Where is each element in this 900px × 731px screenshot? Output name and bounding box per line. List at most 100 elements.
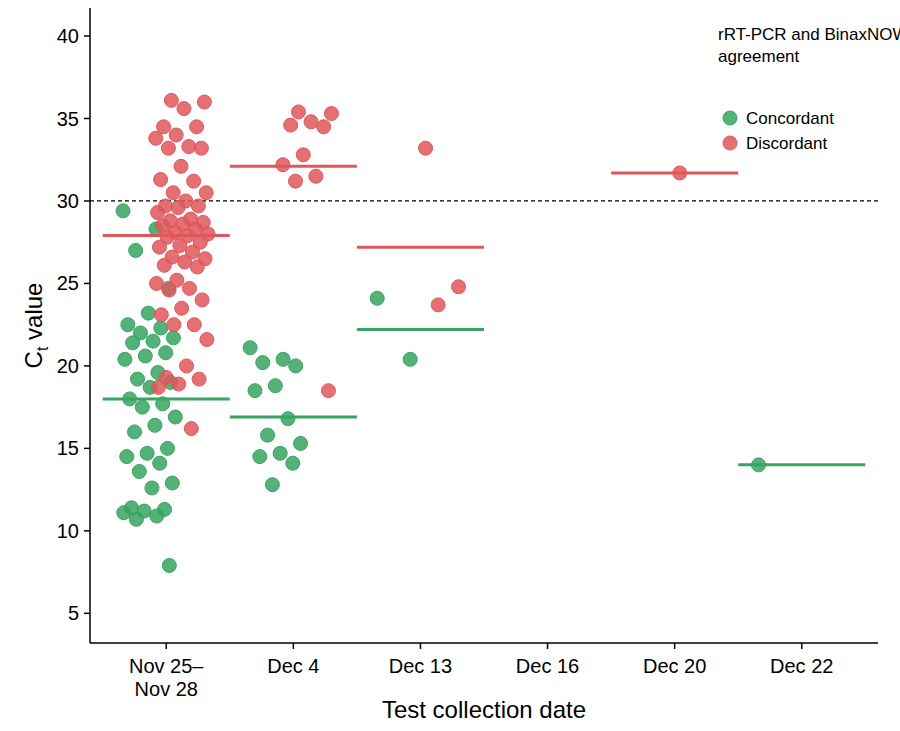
data-point [177, 102, 191, 116]
data-point [157, 258, 171, 272]
data-point [175, 301, 189, 315]
data-point [321, 384, 335, 398]
y-tick [84, 530, 90, 532]
data-point [253, 450, 267, 464]
data-point [166, 331, 180, 345]
data-point [174, 159, 188, 173]
x-tick-label: Dec 13 [389, 655, 452, 677]
data-point [169, 128, 183, 142]
legend-marker [723, 111, 737, 125]
data-point [135, 400, 149, 414]
data-point [276, 158, 290, 172]
data-point [200, 333, 214, 347]
data-point [281, 412, 295, 426]
data-point [276, 352, 290, 366]
data-point [149, 276, 163, 290]
y-tick-label: 35 [57, 108, 79, 130]
data-point [370, 291, 384, 305]
x-tick-label: Dec 4 [267, 655, 319, 677]
data-point [194, 141, 208, 155]
data-point [191, 199, 205, 213]
median-line [103, 234, 230, 237]
data-point [118, 352, 132, 366]
x-axis-label: Test collection date [382, 696, 586, 723]
data-point [141, 306, 155, 320]
data-point [126, 336, 140, 350]
x-tick [293, 643, 295, 649]
data-point [190, 120, 204, 134]
data-point [243, 341, 257, 355]
data-point [180, 359, 194, 373]
data-point [140, 446, 154, 460]
x-tick-label-line: Nov 28 [135, 678, 198, 700]
data-point [309, 169, 323, 183]
data-point [265, 478, 279, 492]
data-point [150, 509, 164, 523]
y-tick [84, 200, 90, 202]
data-point [165, 476, 179, 490]
data-point [153, 456, 167, 470]
data-point [152, 240, 166, 254]
median-line [611, 171, 738, 174]
data-point [187, 318, 201, 332]
data-point [197, 95, 211, 109]
data-point [256, 356, 270, 370]
data-point [192, 372, 206, 386]
data-point [166, 186, 180, 200]
x-tick-label-line: Nov 25– [129, 655, 204, 677]
data-point [154, 321, 168, 335]
data-point [154, 308, 168, 322]
data-point [172, 377, 186, 391]
data-point [161, 441, 175, 455]
y-tick-label: 25 [57, 272, 79, 294]
data-point [452, 280, 466, 294]
data-point [187, 174, 201, 188]
y-tick [84, 613, 90, 615]
data-point [431, 298, 445, 312]
data-point [117, 506, 131, 520]
y-tick-label: 20 [57, 355, 79, 377]
y-tick [84, 365, 90, 367]
data-point [171, 201, 185, 215]
data-point [184, 422, 198, 436]
data-point [120, 450, 134, 464]
x-tick [547, 643, 549, 649]
x-tick-label: Dec 16 [516, 655, 579, 677]
median-line [230, 165, 357, 168]
data-point [296, 148, 310, 162]
y-tick [84, 118, 90, 120]
x-tick [801, 643, 803, 649]
data-point [284, 118, 298, 132]
median-line [357, 328, 484, 331]
legend-title: rRT-PCR and BinaxNOW agreement [718, 25, 900, 66]
y-axis-label-part: C [20, 351, 47, 368]
data-point [130, 372, 144, 386]
data-point [129, 512, 143, 526]
x-tick [420, 643, 422, 649]
data-point [286, 456, 300, 470]
data-point [151, 206, 165, 220]
plot-area [90, 93, 878, 572]
chart: 510152025303540Nov 25–Nov 28Dec 4Dec 13D… [0, 0, 900, 731]
legend-title-line: rRT-PCR and BinaxNOW [718, 25, 900, 44]
data-point [162, 283, 176, 297]
data-point [168, 410, 182, 424]
legend-title-line: agreement [718, 47, 800, 66]
data-point [324, 107, 338, 121]
y-tick-label: 30 [57, 190, 79, 212]
data-point [248, 384, 262, 398]
x-tick-label: Nov 25–Nov 28 [129, 655, 204, 700]
data-point [317, 120, 331, 134]
data-point [149, 131, 163, 145]
y-tick-label: 5 [68, 602, 79, 624]
data-point [182, 281, 196, 295]
data-point [132, 464, 146, 478]
y-tick [84, 35, 90, 37]
data-point [291, 105, 305, 119]
median-line [103, 397, 230, 400]
data-point [268, 379, 282, 393]
data-point [289, 359, 303, 373]
data-point [419, 141, 433, 155]
data-point [138, 349, 152, 363]
data-point [164, 93, 178, 107]
